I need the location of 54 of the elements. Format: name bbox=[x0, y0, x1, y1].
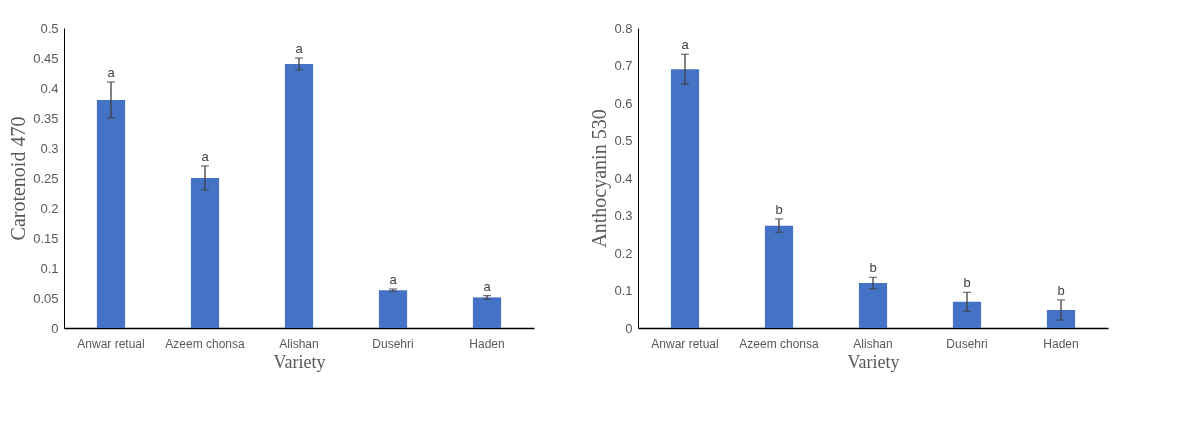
y-tick-label: 0.7 bbox=[614, 58, 633, 73]
y-tick-label: 0.4 bbox=[40, 80, 59, 96]
y-tick-label: 0 bbox=[625, 320, 633, 336]
y-tick-label: 0.5 bbox=[40, 20, 59, 36]
y-tick-label: 0.35 bbox=[33, 110, 59, 126]
annotation: a bbox=[201, 149, 210, 164]
bar bbox=[378, 290, 408, 328]
bar bbox=[670, 69, 700, 328]
y-tick-label: 0 bbox=[51, 320, 59, 336]
y-tick-label: 0.2 bbox=[40, 200, 59, 216]
annotation: b bbox=[869, 260, 877, 276]
bar bbox=[858, 283, 888, 328]
x-tick-label: Anwar retual bbox=[77, 336, 145, 351]
annotation: a bbox=[107, 65, 116, 80]
y-tick-label: 0.3 bbox=[614, 208, 633, 223]
bar bbox=[472, 297, 502, 328]
y-tick-label: 0.05 bbox=[33, 290, 59, 306]
x-tick-label: Haden bbox=[1043, 336, 1079, 351]
x-tick-label: Alishan bbox=[853, 336, 893, 351]
x-tick-label: Azeem chonsa bbox=[739, 336, 820, 351]
x-tick-label: Haden bbox=[469, 336, 505, 351]
y-tick-label: 0.45 bbox=[33, 50, 59, 66]
annotation: b bbox=[963, 275, 971, 291]
bar bbox=[764, 225, 794, 328]
x-tick-label: Azeem chonsa bbox=[165, 336, 246, 351]
y-tick-label: 0.6 bbox=[614, 95, 633, 111]
y-tick-label: 0.5 bbox=[614, 133, 633, 148]
bar bbox=[952, 301, 982, 328]
y-tick-label: 0.15 bbox=[33, 230, 59, 246]
y-tick-label: 0.8 bbox=[614, 20, 633, 36]
bar bbox=[190, 178, 220, 328]
bar bbox=[1046, 310, 1076, 328]
annotation: b bbox=[1057, 282, 1065, 298]
annotation: b bbox=[775, 201, 783, 217]
y-tick-label: 0.25 bbox=[33, 170, 59, 186]
y-axis-title: Carotenoid 470 bbox=[7, 116, 30, 241]
annotation: a bbox=[295, 41, 304, 56]
x-tick-label: Alishan bbox=[279, 336, 319, 351]
x-tick-label: Dusehri bbox=[946, 336, 988, 351]
annotation: a bbox=[681, 37, 690, 53]
x-tick-label: Anwar retual bbox=[651, 336, 719, 351]
y-tick-label: 0.1 bbox=[614, 283, 633, 298]
annotation: a bbox=[389, 272, 398, 287]
y-tick-label: 0.2 bbox=[614, 245, 633, 261]
y-axis-title: Anthocyanin 530 bbox=[588, 109, 612, 248]
annotation: a bbox=[483, 278, 492, 294]
y-tick-label: 0.3 bbox=[40, 140, 59, 156]
y-tick-label: 0.1 bbox=[40, 260, 59, 276]
y-tick-label: 0.4 bbox=[614, 170, 633, 186]
x-axis-title: Variety bbox=[273, 351, 326, 372]
bar bbox=[96, 100, 126, 328]
x-axis-title: Variety bbox=[847, 351, 900, 372]
bar bbox=[284, 64, 314, 328]
x-tick-label: Dusehri bbox=[372, 336, 414, 351]
